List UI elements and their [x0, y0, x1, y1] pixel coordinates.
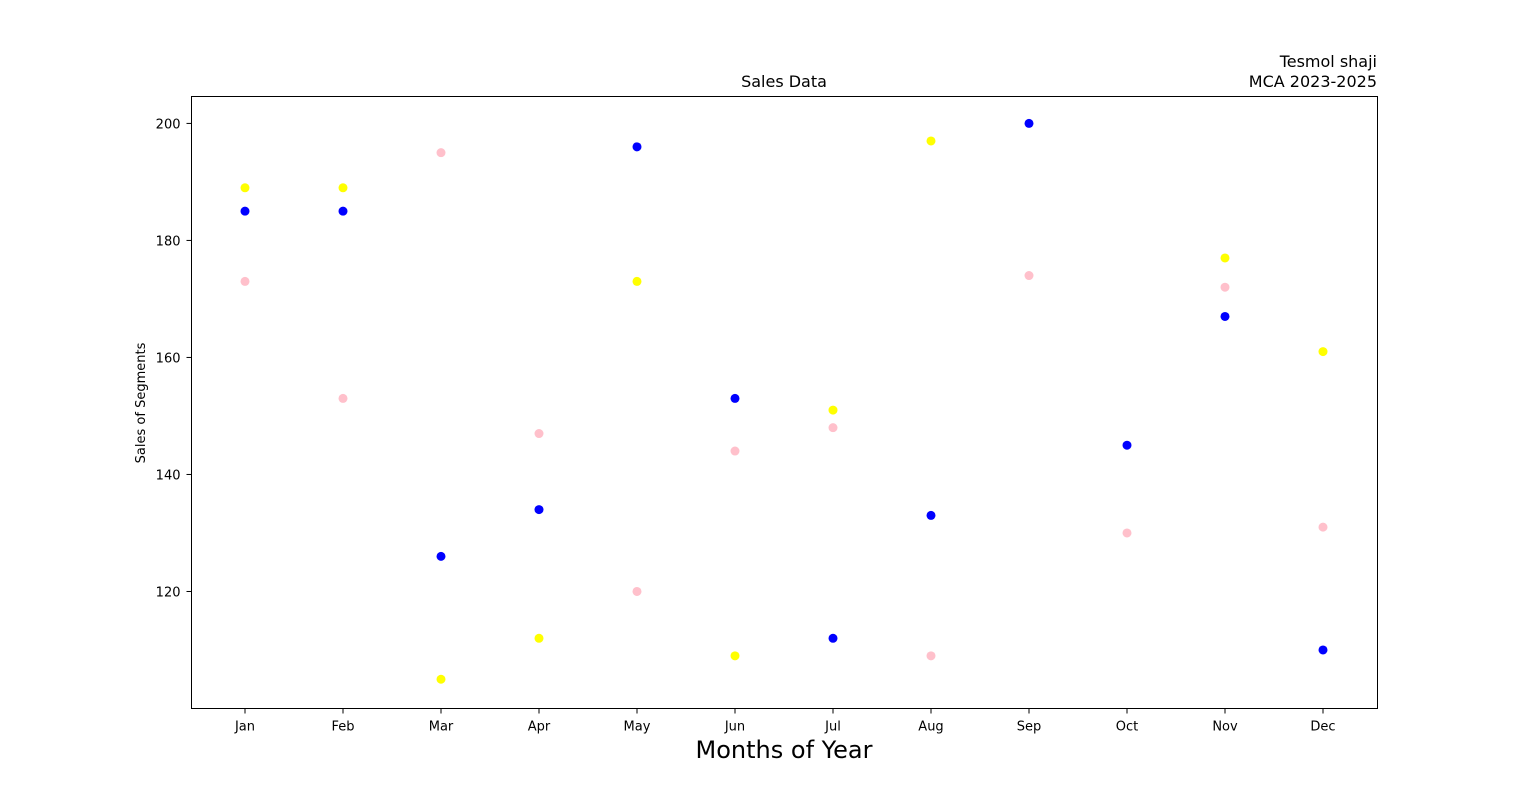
y-tick-label-160: 160: [156, 351, 181, 366]
x-tick-label-nov: Nov: [1212, 720, 1238, 735]
x-axis-label: Months of Year: [696, 736, 873, 764]
data-point-series-1-dec: [1318, 645, 1328, 655]
y-tick-label-200: 200: [156, 117, 181, 132]
data-point-series-1-jan: [240, 206, 250, 216]
chart-title: Sales Data: [741, 72, 827, 91]
data-point-series-2-mar: [436, 148, 446, 158]
data-point-series-3-apr: [534, 633, 544, 643]
chart-right-title-line-2: MCA 2023-2025: [1249, 72, 1377, 91]
data-point-series-3-may: [632, 276, 642, 286]
data-point-series-3-nov: [1220, 253, 1230, 263]
data-point-series-1-mar: [436, 551, 446, 561]
chart-right-title-line-1: Tesmol shaji: [1279, 52, 1377, 71]
y-tick-label-180: 180: [156, 234, 181, 249]
x-tick-label-jun: Jun: [724, 720, 745, 735]
x-tick-label-jul: Jul: [824, 720, 841, 735]
data-point-series-3-jul: [828, 405, 838, 415]
x-axis-ticks: Jan Feb Mar Apr May Jun Jul Aug Sep Oct Nov Dec: [234, 708, 1336, 735]
data-point-series-1-feb: [338, 206, 348, 216]
data-point-series-1-jun: [730, 393, 740, 403]
x-tick-label-apr: Apr: [528, 720, 551, 735]
data-point-series-3-jan: [240, 183, 250, 193]
x-tick-label-jan: Jan: [234, 720, 255, 735]
x-tick-label-sep: Sep: [1017, 720, 1042, 735]
data-point-series-2-jun: [730, 446, 740, 456]
data-point-series-1-apr: [534, 505, 544, 515]
data-point-series-3-feb: [338, 183, 348, 193]
data-point-series-1-jul: [828, 633, 838, 643]
x-tick-label-feb: Feb: [331, 720, 354, 735]
y-tick-label-120: 120: [156, 585, 181, 600]
data-point-series-1-may: [632, 142, 642, 152]
data-point-series-3-aug: [926, 136, 936, 146]
y-axis-ticks: 120 140 160 180 200: [156, 117, 192, 600]
data-point-series-2-dec: [1318, 522, 1328, 532]
data-point-series-1-nov: [1220, 311, 1230, 321]
x-tick-label-aug: Aug: [918, 720, 943, 735]
data-point-series-2-may: [632, 586, 642, 596]
data-point-series-3-jun: [730, 651, 740, 661]
x-tick-label-mar: Mar: [429, 720, 454, 735]
y-axis-label: Sales of Segments: [134, 342, 149, 463]
x-tick-label-oct: Oct: [1116, 720, 1138, 735]
data-point-series-2-nov: [1220, 282, 1230, 292]
data-point-series-3-mar: [436, 674, 446, 684]
data-point-series-3-dec: [1318, 347, 1328, 357]
x-tick-label-dec: Dec: [1310, 720, 1335, 735]
data-point-series-1-sep: [1024, 118, 1034, 128]
data-point-series-2-feb: [338, 393, 348, 403]
data-point-series-2-aug: [926, 651, 936, 661]
points-layer: [240, 118, 1328, 684]
data-point-series-2-oct: [1122, 528, 1132, 538]
data-point-series-1-oct: [1122, 440, 1132, 450]
data-point-series-2-apr: [534, 429, 544, 439]
data-point-series-2-jan: [240, 276, 250, 286]
plot-frame: [191, 96, 1378, 709]
data-point-series-2-jul: [828, 423, 838, 433]
data-point-series-1-aug: [926, 510, 936, 520]
data-point-series-2-sep: [1024, 271, 1034, 281]
y-tick-label-140: 140: [156, 468, 181, 483]
x-tick-label-may: May: [624, 720, 651, 735]
